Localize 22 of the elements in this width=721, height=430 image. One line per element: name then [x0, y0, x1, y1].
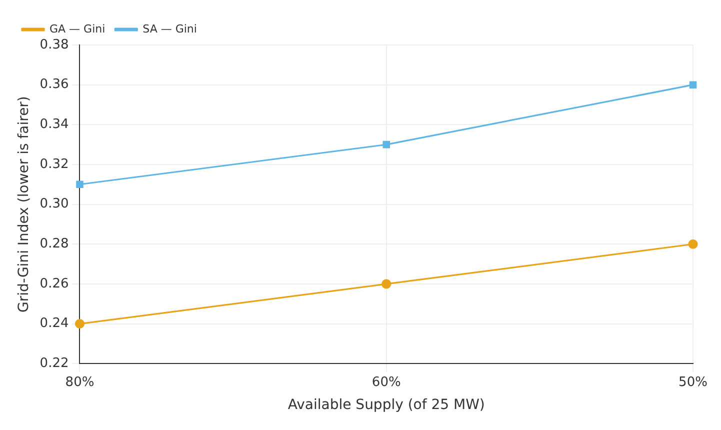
point — [382, 279, 392, 289]
legend-label: SA — Gini — [142, 22, 197, 36]
point — [76, 180, 84, 188]
point — [74, 318, 85, 329]
y-tick-label: 0.26 — [40, 276, 69, 292]
y-axis-title: Grid-Gini Index (lower is fairer) — [16, 96, 32, 312]
y-tick-label: 0.28 — [40, 236, 69, 252]
y-tick-label: 0.34 — [40, 117, 69, 132]
y-tick-label: 0.36 — [40, 77, 69, 92]
y-tick-label: 0.24 — [40, 316, 69, 332]
x-tick-label: 60% — [372, 374, 401, 390]
x-tick-label: 80% — [65, 374, 94, 390]
x-axis-title: Available Supply (of 25 MW) — [288, 397, 485, 414]
y-tick-label: 0.38 — [40, 37, 69, 52]
y-tick-label: 0.30 — [40, 196, 69, 212]
point — [688, 239, 698, 249]
legend-label: GA — Gini — [50, 22, 106, 36]
point — [382, 140, 390, 148]
y-tick-label: 0.22 — [40, 356, 69, 371]
x-tick-label: 50% — [678, 374, 708, 390]
y-tick-label: 0.32 — [40, 156, 69, 172]
point — [689, 81, 697, 88]
